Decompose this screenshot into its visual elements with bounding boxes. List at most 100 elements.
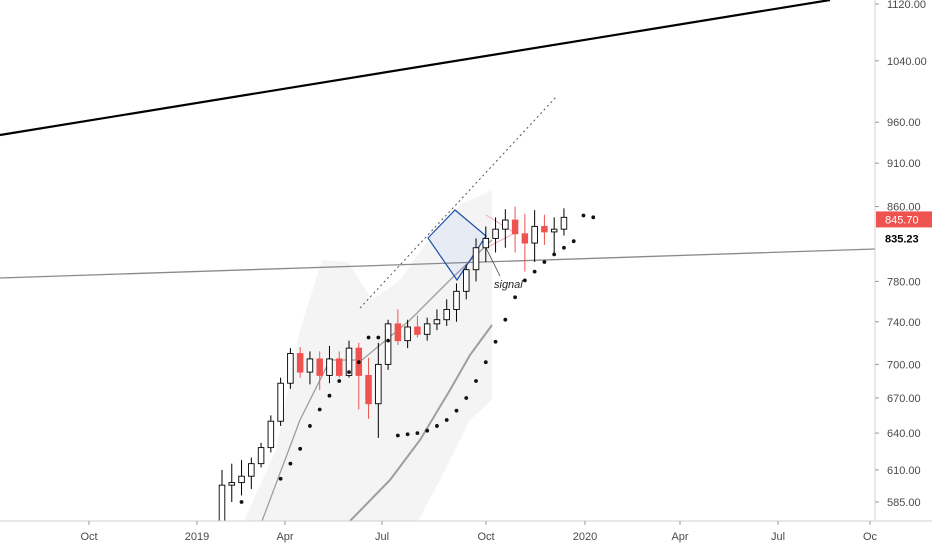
candle-up[interactable] xyxy=(433,319,441,325)
sar-dot xyxy=(503,317,508,322)
price-label-text: 835.23 xyxy=(885,233,919,245)
sar-dot xyxy=(288,461,293,466)
price-tick-label: 740.00 xyxy=(887,317,921,329)
candle-up[interactable] xyxy=(238,475,245,484)
sar-dot xyxy=(317,407,322,412)
candle-down[interactable] xyxy=(521,233,529,244)
price-label-bg xyxy=(876,230,932,247)
sar-dot xyxy=(405,432,410,437)
candle-down[interactable] xyxy=(296,353,304,373)
time-tick-label: Oc xyxy=(863,531,878,543)
sar-dot xyxy=(552,252,557,257)
price-tick-label: 585.00 xyxy=(887,497,921,509)
sar-dot xyxy=(415,431,420,436)
candle-up[interactable] xyxy=(257,447,265,465)
candle-up[interactable] xyxy=(375,363,382,405)
price-label-text: 845.70 xyxy=(885,214,919,226)
plot-area[interactable] xyxy=(0,0,875,535)
candle-up[interactable] xyxy=(248,463,255,477)
price-tick-label: 960.00 xyxy=(887,117,921,129)
sar-dot xyxy=(298,446,303,451)
candle-up[interactable] xyxy=(463,269,470,292)
price-label-bg xyxy=(876,211,932,228)
candle-up[interactable] xyxy=(228,482,236,486)
candle-down[interactable] xyxy=(511,219,519,235)
sar-dot xyxy=(425,428,430,433)
sar-dot xyxy=(278,476,283,481)
time-tick-label: Oct xyxy=(477,531,494,543)
candle-down[interactable] xyxy=(365,374,372,405)
price-tick-label: 1120.00 xyxy=(887,0,926,11)
sar-dot xyxy=(327,393,332,398)
sar-dot xyxy=(483,360,488,365)
candle-up[interactable] xyxy=(345,347,353,376)
candle-up[interactable] xyxy=(218,484,226,529)
candle-up[interactable] xyxy=(531,225,538,244)
sar-dot xyxy=(337,379,342,383)
sar-dot xyxy=(474,379,478,383)
sar-dot xyxy=(376,335,381,340)
sar-dot xyxy=(395,433,400,438)
sar-dot xyxy=(239,500,244,504)
candle-up[interactable] xyxy=(384,323,392,365)
dotted-trend-projection xyxy=(359,95,558,309)
sar-dot xyxy=(454,408,459,413)
regression-channel-lower xyxy=(349,324,493,521)
candle-up[interactable] xyxy=(502,219,509,230)
reference-price-label: 835.23 xyxy=(876,230,932,247)
price-tick-label: 860.00 xyxy=(887,202,921,214)
sar-dot xyxy=(571,239,576,244)
candle-up[interactable] xyxy=(326,358,333,376)
candle-up[interactable] xyxy=(443,308,450,321)
parabolic-sar-group xyxy=(239,213,596,504)
price-axis[interactable]: 585.00 610.00 640.00 670.00 700.00 740.00 780.… xyxy=(875,0,927,509)
last-price-label: 845.70 xyxy=(876,211,932,228)
candle-down[interactable] xyxy=(541,225,548,233)
candle-up[interactable] xyxy=(550,228,558,233)
candle-up[interactable] xyxy=(453,290,460,310)
candle-up[interactable] xyxy=(472,247,480,271)
sar-dot xyxy=(366,335,371,340)
candle-up[interactable] xyxy=(404,326,411,342)
sar-dot xyxy=(581,213,586,218)
candle-up[interactable] xyxy=(492,228,499,239)
price-tick-label: 1040.00 xyxy=(887,56,927,68)
sar-dot xyxy=(444,418,449,422)
time-tick-label: Jul xyxy=(375,531,389,543)
sar-dot xyxy=(386,338,390,343)
price-labels: 845.70 835.23 xyxy=(876,211,932,247)
sar-dot xyxy=(356,360,361,365)
candle-down[interactable] xyxy=(335,358,343,376)
candles-group xyxy=(218,206,568,529)
time-axis[interactable]: Oct 2019 Apr Jul Oct 2020 Apr Jul Oc xyxy=(80,521,878,543)
candle-up[interactable] xyxy=(267,420,275,449)
time-tick-label: Oct xyxy=(80,531,97,543)
sar-dot xyxy=(522,278,527,283)
signal-pointer xyxy=(485,247,501,277)
candle-down[interactable] xyxy=(414,326,421,335)
candle-up[interactable] xyxy=(277,382,284,422)
candle-up[interactable] xyxy=(560,216,568,230)
time-tick-label: 2020 xyxy=(573,531,597,543)
sar-dot xyxy=(562,245,566,250)
sar-dot xyxy=(532,269,537,274)
sar-dot xyxy=(591,215,596,220)
sar-dot xyxy=(513,295,517,300)
sar-dot xyxy=(464,396,469,400)
signal-annotation: signal xyxy=(494,279,523,291)
candle-up[interactable] xyxy=(287,353,294,384)
candle-up[interactable] xyxy=(482,237,490,249)
price-tick-label: 910.00 xyxy=(887,158,921,170)
price-tick-label: 780.00 xyxy=(887,276,921,288)
time-tick-label: Apr xyxy=(671,531,688,543)
candle-up[interactable] xyxy=(306,358,314,373)
horizontal-support-line xyxy=(0,248,875,279)
candle-down[interactable] xyxy=(394,323,402,342)
candle-down[interactable] xyxy=(316,358,323,376)
price-tick-label: 640.00 xyxy=(887,428,921,440)
candle-up[interactable] xyxy=(423,323,431,335)
sar-dot xyxy=(542,260,547,264)
time-tick-label: 2019 xyxy=(185,531,209,543)
sar-dot xyxy=(308,424,312,428)
